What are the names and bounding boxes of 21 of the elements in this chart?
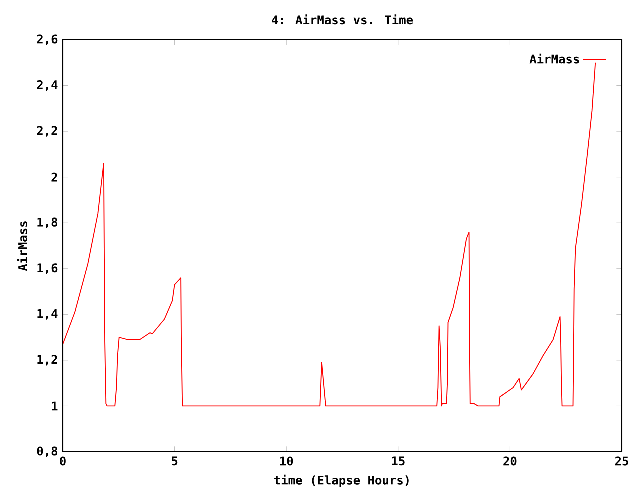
y-tick-label: 1,8 — [38, 218, 58, 229]
x-tick-label: 15 — [392, 456, 405, 466]
x-tick-label: 0 — [60, 456, 66, 466]
x-tick-label: 20 — [504, 456, 517, 466]
y-tick-label: 1,4 — [38, 310, 58, 320]
y-tick-label: 2 — [52, 173, 58, 182]
x-axis-title: time (Elapse Hours) — [274, 475, 409, 488]
y-tick-label: 1,2 — [38, 355, 58, 366]
chart-title: 4: AirMass vs. Time — [272, 14, 414, 25]
y-tick-label: 0,8 — [37, 446, 58, 458]
x-tick-label: 25 — [615, 456, 628, 466]
line-series — [63, 62, 596, 407]
y-tick-label: 2,6 — [37, 34, 58, 46]
y-axis-title: AirMass — [18, 222, 28, 272]
x-tick-label: 5 — [172, 456, 178, 466]
y-tick-label: 2,4 — [37, 80, 58, 92]
y-tick-label: 1,6 — [38, 264, 58, 274]
x-tick-label: 10 — [280, 456, 294, 466]
y-tick-label: 1 — [52, 402, 58, 411]
legend-label: AirMass — [530, 54, 580, 64]
y-tick-label: 2,2 — [37, 126, 58, 138]
